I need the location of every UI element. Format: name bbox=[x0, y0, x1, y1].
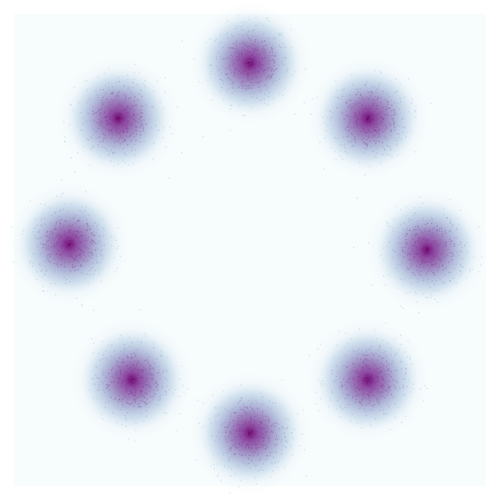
cluster-4 bbox=[302, 316, 431, 443]
cluster-samples bbox=[302, 322, 428, 431]
cluster-7 bbox=[6, 179, 132, 308]
cluster-1 bbox=[181, 0, 313, 132]
cluster-2 bbox=[305, 55, 432, 199]
cluster-density bbox=[305, 55, 431, 182]
clusters-layer bbox=[6, 0, 490, 496]
cluster-density bbox=[55, 55, 182, 182]
cluster-3 bbox=[353, 187, 490, 314]
cluster-samples bbox=[11, 179, 121, 307]
cluster-samples bbox=[181, 0, 306, 132]
cluster-samples bbox=[353, 196, 483, 314]
cluster-5 bbox=[183, 369, 313, 496]
cluster-samples bbox=[183, 379, 307, 494]
cluster-8 bbox=[55, 55, 204, 182]
cluster-samples bbox=[87, 309, 199, 442]
cluster-density bbox=[187, 369, 313, 496]
cluster-samples bbox=[310, 70, 432, 199]
cluster-samples bbox=[63, 63, 204, 179]
cluster-6 bbox=[69, 309, 199, 443]
cluster-density bbox=[364, 187, 490, 313]
cluster-density bbox=[6, 181, 132, 308]
